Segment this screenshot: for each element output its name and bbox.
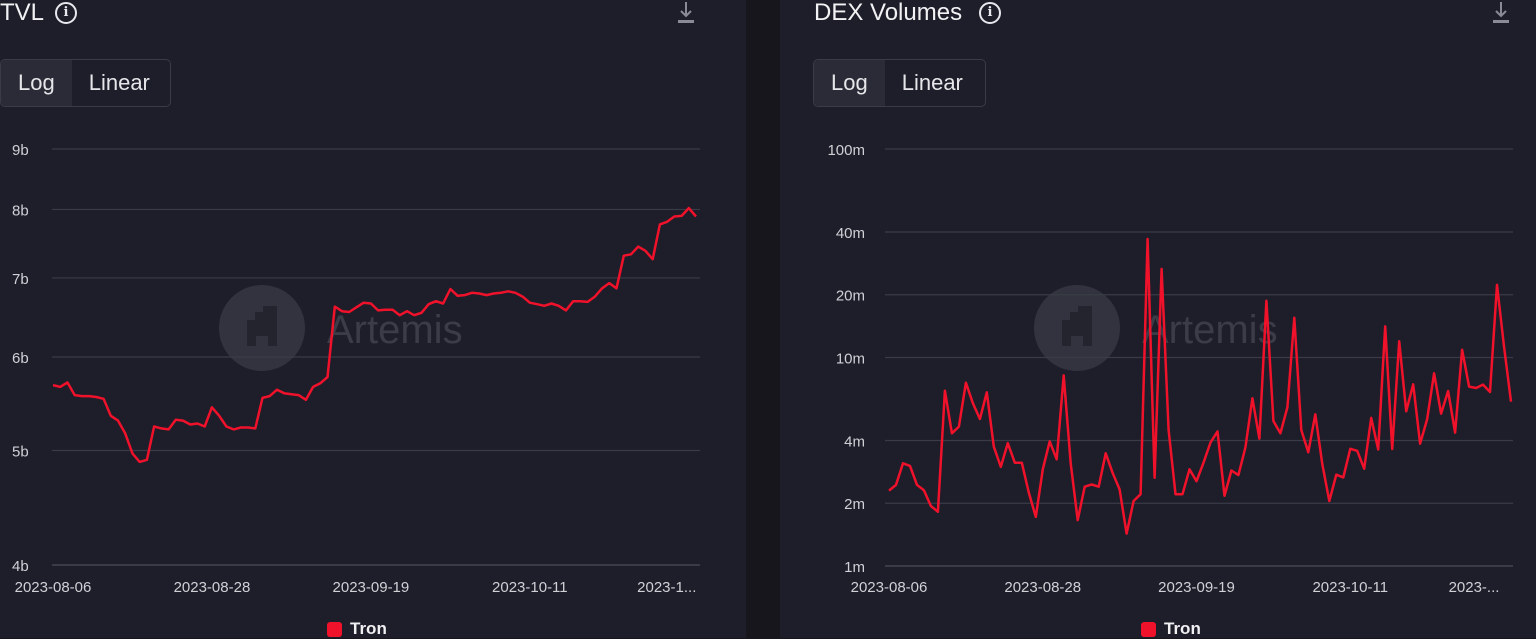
y-tick-label: 9b <box>12 142 29 159</box>
legend-label: Tron <box>1164 619 1201 639</box>
tvl-line-chart: Artemis 9b 8b 7b 6b 5b 4b 2023-08-06 2023-08-28 2… <box>0 0 746 638</box>
x-tick-label: 2023-10-11 <box>492 579 568 596</box>
legend-swatch <box>1141 622 1156 637</box>
x-tick-label: 2023-08-06 <box>851 579 928 596</box>
y-tick-label: 40m <box>836 225 865 242</box>
x-tick-label: 2023-09-19 <box>1158 579 1235 596</box>
y-tick-label: 1m <box>844 559 865 576</box>
legend-item-tron[interactable]: Tron <box>1141 619 1201 639</box>
legend-label: Tron <box>350 619 387 639</box>
legend-item-tron[interactable]: Tron <box>327 619 387 639</box>
x-tick-label: 2023-10-11 <box>1312 579 1388 596</box>
x-tick-label: 2023-1... <box>637 579 696 596</box>
y-tick-label: 6b <box>12 350 29 367</box>
y-tick-label: 10m <box>836 351 865 368</box>
y-tick-label: 2m <box>844 496 865 513</box>
y-tick-label: 8b <box>12 202 29 219</box>
y-tick-label: 5b <box>12 444 29 461</box>
y-tick-label: 20m <box>836 288 865 305</box>
y-tick-label: 7b <box>12 271 29 288</box>
y-tick-label: 4m <box>844 433 865 450</box>
y-tick-label: 100m <box>827 142 865 159</box>
y-tick-label: 4b <box>12 558 29 575</box>
series-line-tron <box>889 239 1511 534</box>
x-tick-label: 2023-09-19 <box>333 579 410 596</box>
x-tick-label: 2023-08-28 <box>174 579 251 596</box>
x-tick-label: 2023-08-28 <box>1004 579 1081 596</box>
watermark-text: Artemis <box>327 308 463 352</box>
x-tick-label: 2023-08-06 <box>15 579 92 596</box>
x-tick-label: 2023-... <box>1449 579 1500 596</box>
legend-swatch <box>327 622 342 637</box>
